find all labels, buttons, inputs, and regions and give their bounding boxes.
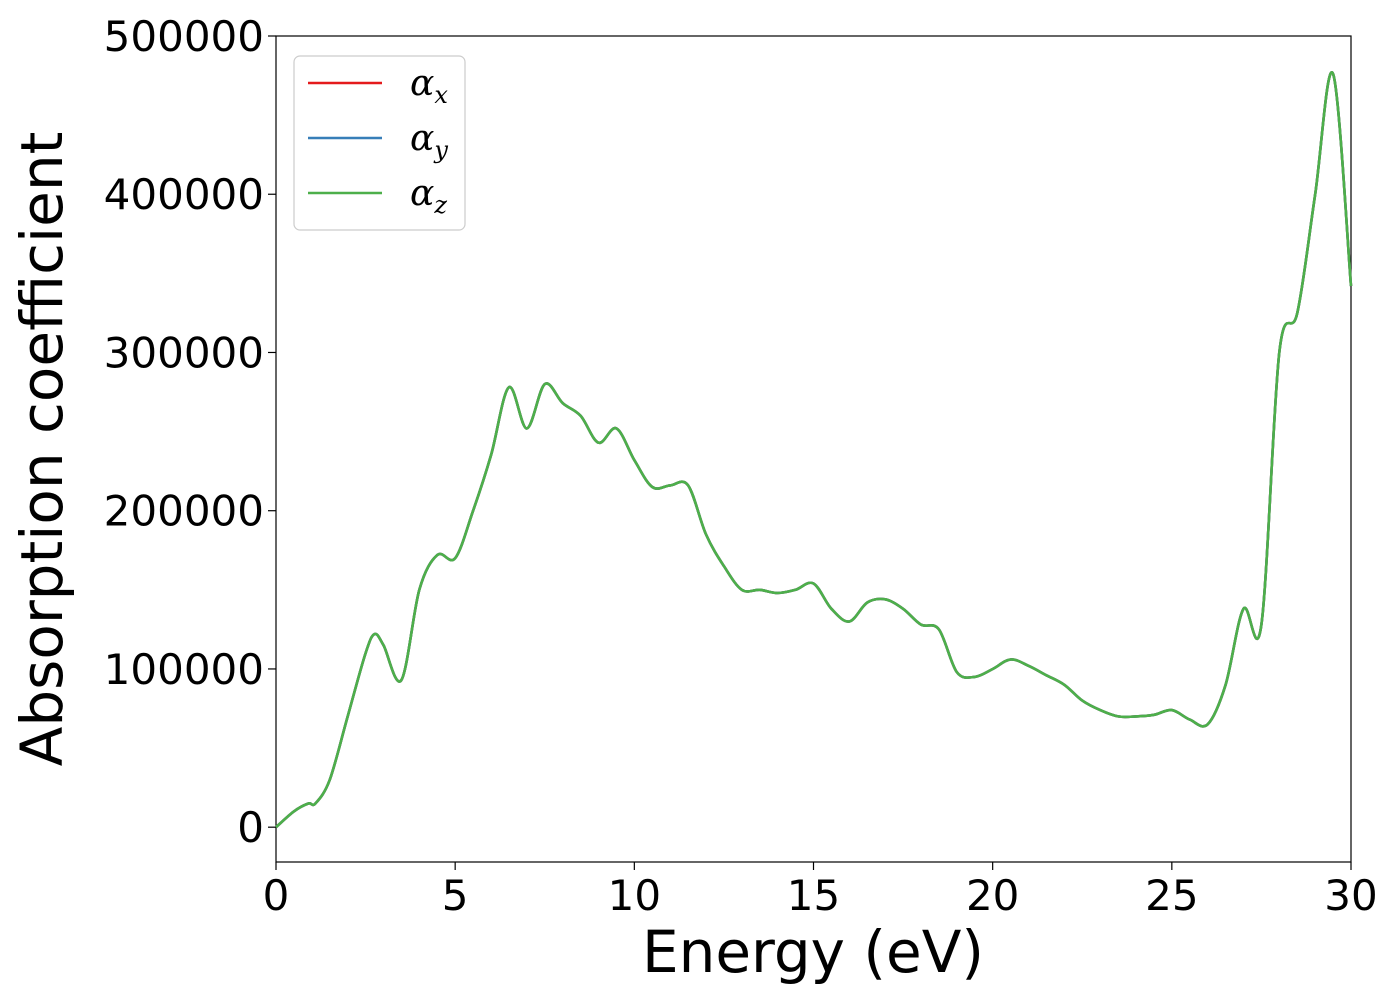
y-axis-ticks: 0 100000 200000 300000 400000 500000 <box>104 12 276 852</box>
y-tick-label: 0 <box>237 803 264 852</box>
y-tick-label: 200000 <box>104 487 264 536</box>
series-line-3 <box>275 71 1353 829</box>
legend-box <box>293 55 466 231</box>
y-tick-label: 500000 <box>104 12 264 61</box>
legend-items: αx αy αz <box>308 63 448 219</box>
x-tick-label: 10 <box>608 871 661 920</box>
y-tick-label: 400000 <box>104 170 264 219</box>
y-tick-label: 300000 <box>104 328 264 377</box>
x-tick-label: 5 <box>442 871 469 920</box>
x-tick-label: 15 <box>787 871 840 920</box>
x-tick-label: 30 <box>1324 871 1377 920</box>
x-tick-label: 20 <box>966 871 1019 920</box>
y-tick-label: 100000 <box>104 645 264 694</box>
y-axis-title: Absorption coefficient <box>8 132 76 767</box>
legend-label: αy <box>410 118 448 164</box>
legend-label: αz <box>410 173 447 219</box>
x-axis-ticks: 0 5 10 15 20 25 30 <box>263 862 1378 920</box>
legend: αx αy αz <box>293 55 466 231</box>
legend-label: αx <box>410 63 448 109</box>
x-tick-label: 0 <box>263 871 290 920</box>
x-axis-title: Energy (eV) <box>642 918 984 986</box>
x-tick-label: 25 <box>1145 871 1198 920</box>
series-lines <box>275 71 1353 829</box>
